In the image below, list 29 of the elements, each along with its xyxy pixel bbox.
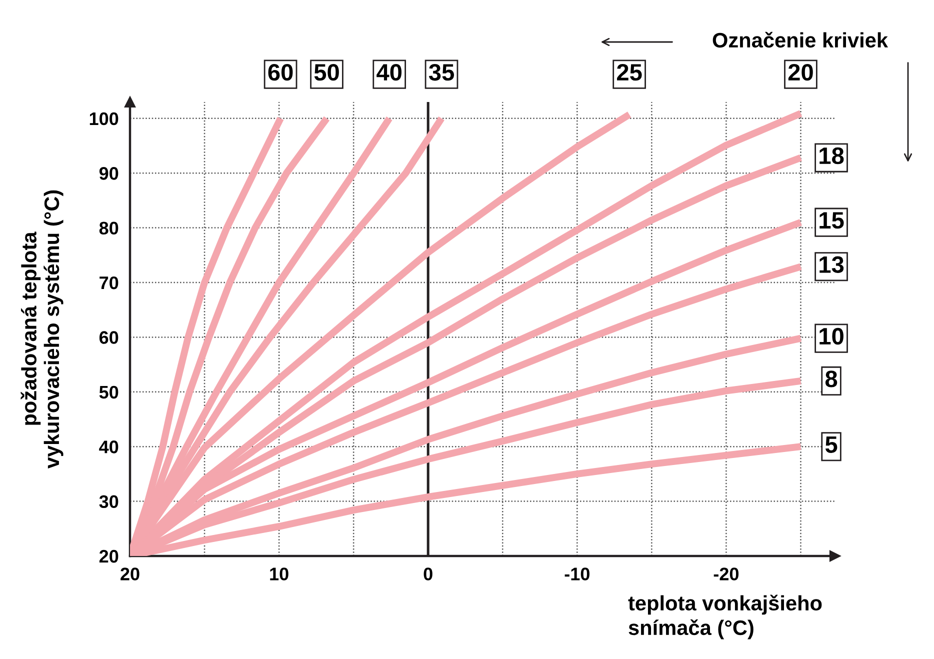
series-label: 15 <box>820 212 844 229</box>
y-tick-label: 20 <box>99 550 118 563</box>
x-tick-label: -20 <box>714 568 739 580</box>
x-tick-label: 0 <box>424 568 432 580</box>
y-tick-label: 30 <box>99 495 118 508</box>
y-axis-title: požadovaná teplota vykurovacieho systému (°C) <box>20 190 64 469</box>
series-label: 60 <box>268 64 293 81</box>
series-label: 13 <box>820 256 844 274</box>
y-tick-label: 80 <box>99 222 118 235</box>
y-tick-label: 70 <box>100 276 118 290</box>
x-axis-title: teplota vonkajšieho snímača (°C) <box>628 594 822 640</box>
y-tick-label: 60 <box>99 331 118 344</box>
x-tick-label: -10 <box>564 568 590 580</box>
y-tick-label: 50 <box>99 386 118 399</box>
series-label: 10 <box>820 328 844 345</box>
series-label: 18 <box>820 147 844 164</box>
series-label: 35 <box>428 64 454 81</box>
series-label: 20 <box>788 64 813 81</box>
series-label: 8 <box>825 370 838 388</box>
x-tick-label: 10 <box>270 568 288 580</box>
y-tick-label: 40 <box>99 440 118 454</box>
series-label: 5 <box>825 436 838 453</box>
y-tick-label: 90 <box>99 167 118 180</box>
series-label: 40 <box>376 64 402 81</box>
y-tick-label: 100 <box>90 112 118 126</box>
chart-title: Označenie kriviek <box>712 32 888 48</box>
x-tick-label: 20 <box>120 568 140 580</box>
series-label: 25 <box>617 64 642 81</box>
series-label: 50 <box>314 64 339 81</box>
